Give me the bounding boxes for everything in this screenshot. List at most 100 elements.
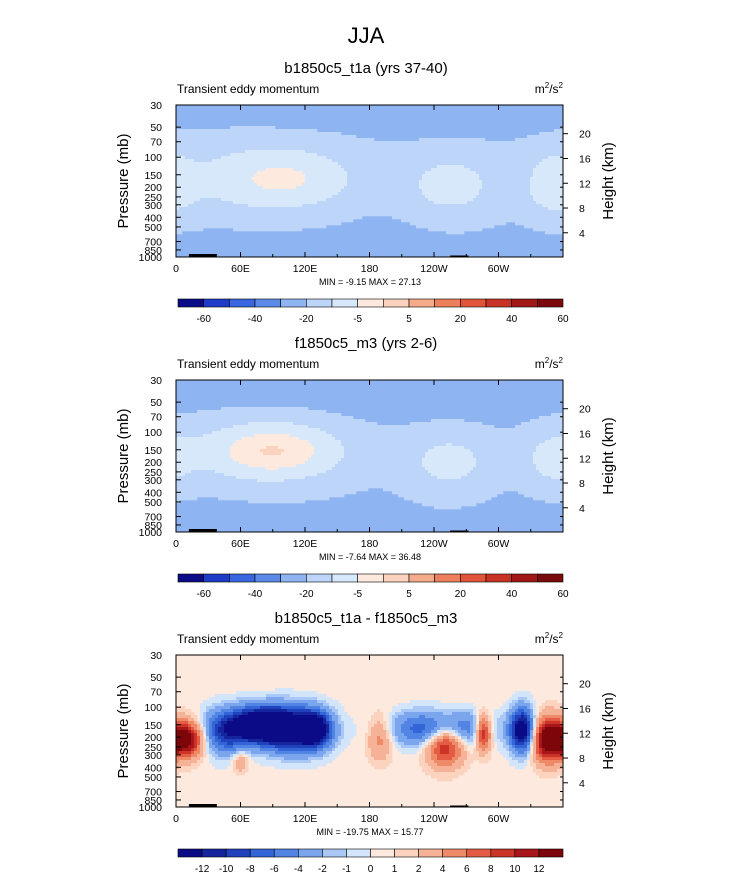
contour-cell xyxy=(491,144,495,148)
contour-cell xyxy=(470,195,474,199)
contour-cell xyxy=(212,222,216,226)
contour-cell xyxy=(212,207,216,211)
contour-cell xyxy=(224,192,228,196)
contour-cell xyxy=(392,198,396,202)
contour-cell xyxy=(245,434,249,438)
contour-cell xyxy=(557,428,561,432)
contour-cell xyxy=(542,135,546,139)
contour-cell xyxy=(521,168,525,172)
contour-cell xyxy=(455,201,459,205)
contour-cell xyxy=(359,162,363,166)
contour-cell xyxy=(257,425,261,429)
contour-cell xyxy=(287,419,291,423)
contour-cell xyxy=(362,186,366,190)
contour-cell xyxy=(542,425,546,429)
pressure-tick-label: 100 xyxy=(144,152,162,164)
contour-cell xyxy=(446,195,450,199)
contour-cell xyxy=(533,138,537,142)
contour-cell xyxy=(506,210,510,214)
contour-cell xyxy=(302,135,306,139)
contour-cell xyxy=(530,222,534,226)
contour-cell xyxy=(317,434,321,438)
contour-cell xyxy=(515,138,519,142)
contour-cell xyxy=(185,135,189,139)
contour-cell xyxy=(395,204,399,208)
contour-cell xyxy=(320,222,324,226)
contour-cell xyxy=(536,186,540,190)
contour-cell xyxy=(491,425,495,429)
contour-cell xyxy=(455,213,459,217)
contour-cell xyxy=(413,177,417,181)
contour-cell xyxy=(263,156,267,160)
contour-cell xyxy=(212,195,216,199)
contour-cell xyxy=(182,198,186,202)
contour-cell xyxy=(437,192,441,196)
contour-cell xyxy=(305,210,309,214)
contour-cell xyxy=(365,201,369,205)
contour-cell xyxy=(260,156,264,160)
contour-cell xyxy=(434,174,438,178)
contour-cell xyxy=(239,222,243,226)
contour-cell xyxy=(389,428,393,432)
contour-cell xyxy=(356,177,360,181)
contour-cell xyxy=(371,431,375,435)
contour-cell xyxy=(209,201,213,205)
contour-cell xyxy=(479,180,483,184)
contour-cell xyxy=(416,225,420,229)
contour-cell xyxy=(305,135,309,139)
contour-cell xyxy=(443,422,447,426)
contour-cell xyxy=(194,138,198,142)
contour-cell xyxy=(533,168,537,172)
contour-cell xyxy=(305,198,309,202)
contour-cell xyxy=(359,425,363,429)
contour-cell xyxy=(362,162,366,166)
contour-cell xyxy=(500,201,504,205)
contour-cell xyxy=(407,213,411,217)
contour-cell xyxy=(287,162,291,166)
contour-cell xyxy=(299,207,303,211)
contour-cell xyxy=(275,183,279,187)
contour-cell xyxy=(296,159,300,163)
contour-cell xyxy=(221,186,225,190)
contour-cell xyxy=(311,159,315,163)
contour-cell xyxy=(359,428,363,432)
contour-cell xyxy=(341,156,345,160)
contour-cell xyxy=(557,225,561,229)
contour-cell xyxy=(287,413,291,417)
contour-cell xyxy=(545,225,549,229)
contour-cell xyxy=(458,231,462,235)
pressure-tick-label: 50 xyxy=(150,122,162,134)
contour-cell xyxy=(245,219,249,223)
contour-cell xyxy=(458,192,462,196)
contour-cell xyxy=(521,204,525,208)
contour-cell xyxy=(353,156,357,160)
contour-cell xyxy=(395,180,399,184)
contour-cell xyxy=(290,162,294,166)
contour-cell xyxy=(314,413,318,417)
contour-cell xyxy=(332,150,336,154)
contour-cell xyxy=(332,132,336,136)
contour-cell xyxy=(326,207,330,211)
contour-cell xyxy=(272,171,276,175)
contour-cell xyxy=(338,138,342,142)
contour-cell xyxy=(239,159,243,163)
contour-cell xyxy=(212,198,216,202)
contour-cell xyxy=(539,222,543,226)
contour-cell xyxy=(236,141,240,145)
contour-cell xyxy=(296,162,300,166)
contour-cell xyxy=(248,204,252,208)
contour-cell xyxy=(422,428,426,432)
contour-cell xyxy=(230,204,234,208)
contour-cell xyxy=(254,171,258,175)
contour-cell xyxy=(242,177,246,181)
contour-cell xyxy=(212,416,216,420)
contour-cell xyxy=(380,174,384,178)
contour-cell xyxy=(230,135,234,139)
contour-cell xyxy=(194,210,198,214)
contour-cell xyxy=(461,216,465,220)
contour-cell xyxy=(233,204,237,208)
contour-cell xyxy=(323,183,327,187)
contour-cell xyxy=(338,168,342,172)
contour-cell xyxy=(437,425,441,429)
contour-cell xyxy=(479,216,483,220)
